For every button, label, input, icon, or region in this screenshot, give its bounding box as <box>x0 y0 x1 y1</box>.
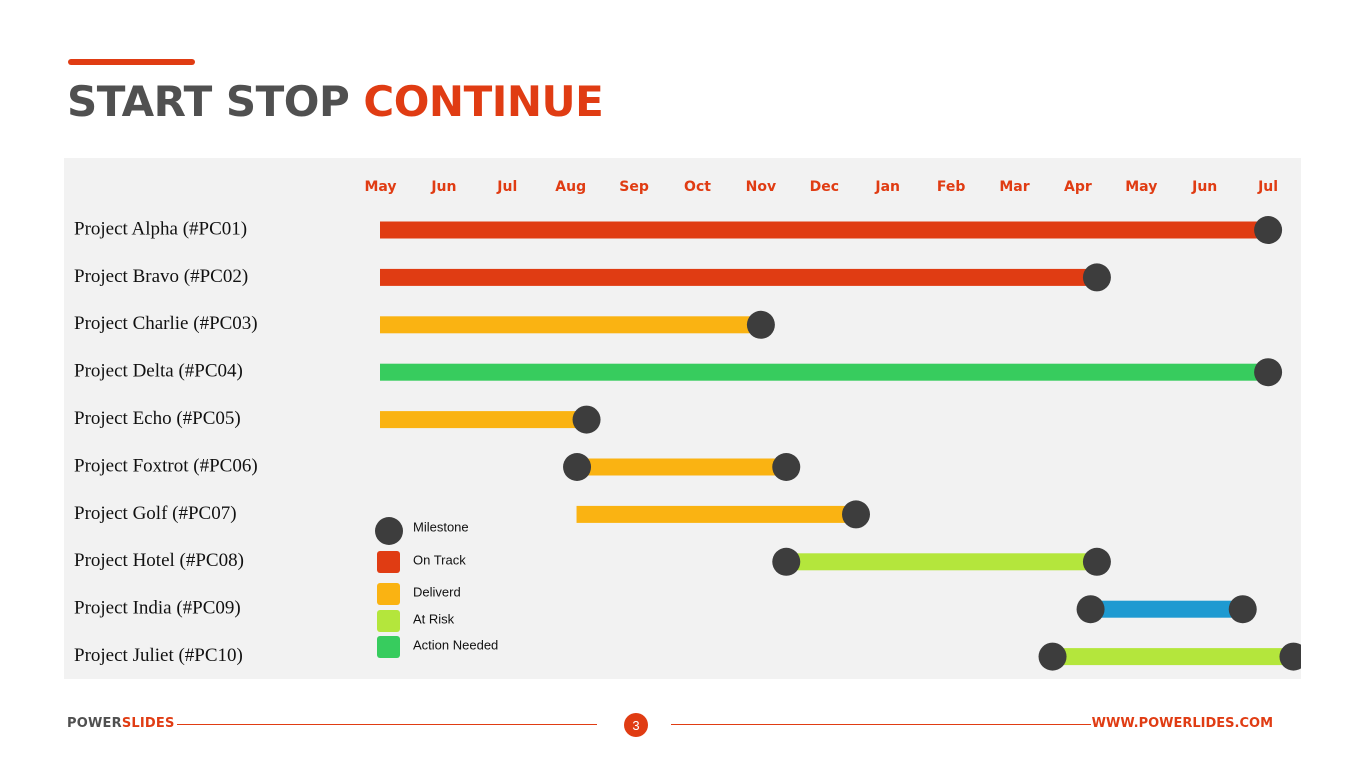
title-accent-bar <box>68 59 195 65</box>
legend-milestone-icon <box>375 517 403 545</box>
task-label: Project Foxtrot (#PC06) <box>74 455 258 476</box>
page-title: START STOP CONTINUE <box>67 74 604 130</box>
task-label: Project Juliet (#PC10) <box>74 645 243 666</box>
month-label: Jan <box>874 179 900 195</box>
task-bar <box>576 458 786 476</box>
footer-brand-part-2: SLIDES <box>121 716 175 731</box>
gantt-chart-panel: May Jun Jul Aug Sep Oct Nov Dec Jan Feb Mar Apr May J… <box>64 158 1301 679</box>
legend-swatch <box>377 583 400 605</box>
page-number-badge: 3 <box>624 713 648 737</box>
month-label: Jul <box>496 179 517 195</box>
milestone-marker <box>772 547 801 576</box>
footer-brand-part-1: POWER <box>67 716 122 731</box>
gantt-chart: May Jun Jul Aug Sep Oct Nov Dec Jan Feb Mar Apr May J… <box>74 179 1301 671</box>
footer-brand: POWERSLIDES <box>67 716 175 731</box>
task-label: Project Charlie (#PC03) <box>74 313 258 334</box>
task-bar <box>380 411 587 429</box>
task-label: Project Alpha (#PC01) <box>74 218 247 239</box>
task-bar <box>380 363 1268 381</box>
task-bar <box>576 505 856 523</box>
milestone-marker <box>1254 358 1283 387</box>
month-label: Dec <box>810 179 839 195</box>
legend-swatch <box>377 610 400 632</box>
month-label: Jul <box>1257 179 1278 195</box>
task-label: Project India (#PC09) <box>74 598 241 619</box>
month-label: Oct <box>684 179 711 195</box>
milestone-marker <box>1076 595 1105 624</box>
footer-divider-left <box>177 724 597 725</box>
legend-label: Action Needed <box>413 637 498 652</box>
milestone-marker <box>842 500 870 529</box>
month-label: Mar <box>999 179 1029 195</box>
task-label: Project Golf (#PC07) <box>74 503 237 524</box>
month-label: Nov <box>746 179 776 195</box>
milestone-marker <box>1082 263 1111 292</box>
task-bar <box>785 553 1097 571</box>
month-label: Jun <box>1191 179 1217 195</box>
legend-swatch <box>377 636 400 658</box>
title-part-2: CONTINUE <box>363 77 604 126</box>
task-bar <box>1090 600 1243 618</box>
title-part-1: START STOP <box>67 77 350 126</box>
milestone-marker <box>1254 216 1283 244</box>
legend-label: On Track <box>413 552 466 567</box>
month-label: Feb <box>937 179 966 195</box>
footer-url: WWW.POWERLIDES.COM <box>1091 716 1273 731</box>
milestone-marker <box>746 310 775 339</box>
legend-label: Deliverd <box>413 584 461 599</box>
milestone-marker <box>572 405 601 434</box>
milestone-marker <box>772 453 801 481</box>
task-bar <box>380 221 1268 239</box>
task-label: Project Delta (#PC04) <box>74 361 243 382</box>
task-bar <box>380 268 1097 286</box>
task-bar <box>380 316 761 334</box>
task-label: Project Bravo (#PC02) <box>74 266 248 287</box>
month-label: Jun <box>430 179 456 195</box>
milestone-marker <box>1279 642 1301 671</box>
month-label: May <box>1125 179 1157 195</box>
task-label: Project Hotel (#PC08) <box>74 550 244 571</box>
milestone-marker <box>1228 595 1257 624</box>
month-label: May <box>364 179 396 195</box>
milestone-marker <box>563 453 592 481</box>
legend-label: Milestone <box>413 519 469 534</box>
legend-label: At Risk <box>413 611 455 626</box>
month-label: Aug <box>555 179 586 195</box>
task-label: Project Echo (#PC05) <box>74 408 241 429</box>
milestone-marker <box>1038 642 1067 671</box>
month-label: Sep <box>619 179 649 195</box>
footer-divider-right <box>671 724 1091 725</box>
legend-swatch <box>377 551 400 573</box>
task-bar <box>1052 648 1293 666</box>
month-label: Apr <box>1064 179 1092 195</box>
milestone-marker <box>1082 547 1111 576</box>
